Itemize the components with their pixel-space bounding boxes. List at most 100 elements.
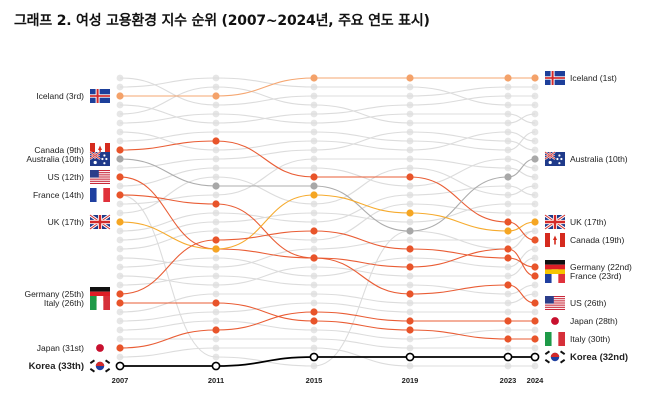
point-germany xyxy=(531,263,539,271)
left-label-canada: Canada (9th) xyxy=(34,145,84,155)
japan-flag xyxy=(96,344,104,352)
point-uk xyxy=(310,191,318,199)
point-canada xyxy=(531,236,539,244)
point-us xyxy=(116,173,124,181)
background-country-line xyxy=(120,338,535,349)
series-line-australia xyxy=(119,158,536,232)
right-label-us: US (26th) xyxy=(570,298,607,308)
right-label-iceland: Iceland (1st) xyxy=(570,73,617,83)
point-canada xyxy=(406,173,414,181)
left-label-australia: Australia (10th) xyxy=(26,154,84,164)
right-label-germany: Germany (22nd) xyxy=(570,262,632,272)
left-label-france: France (14th) xyxy=(33,190,84,200)
point-japan xyxy=(310,308,318,316)
right-label-korea: Korea (32nd) xyxy=(570,352,628,363)
background-country-line xyxy=(119,77,535,106)
point-germany xyxy=(504,254,512,262)
x-tick-label: 2011 xyxy=(208,376,224,385)
point-germany xyxy=(310,227,318,235)
korea-flag xyxy=(544,350,566,364)
right-label-uk: UK (17th) xyxy=(570,217,607,227)
point-korea xyxy=(405,352,415,362)
left-label-uk: UK (17th) xyxy=(48,217,85,227)
point-korea xyxy=(530,352,540,362)
point-uk xyxy=(116,218,124,226)
uk-flag xyxy=(89,213,111,231)
point-italy xyxy=(504,335,512,343)
point-uk xyxy=(212,245,220,253)
right-label-canada: Canada (19th) xyxy=(570,235,625,245)
x-tick-label: 2024 xyxy=(527,376,545,385)
uk-flag xyxy=(544,213,566,231)
background-country-line xyxy=(119,347,535,367)
point-france xyxy=(310,254,318,262)
point-australia xyxy=(212,182,220,190)
left-label-us: US (12th) xyxy=(48,172,85,182)
point-canada xyxy=(212,137,220,145)
canada-flag xyxy=(545,233,565,247)
background-country-line xyxy=(119,158,536,187)
background-country-line xyxy=(119,131,536,169)
us-flag xyxy=(545,296,565,310)
point-italy xyxy=(531,335,539,343)
point-australia xyxy=(504,173,512,181)
background-country-line xyxy=(119,77,535,106)
right-label-italy: Italy (30th) xyxy=(570,334,610,344)
point-australia xyxy=(310,182,318,190)
left-label-italy: Italy (26th) xyxy=(44,298,84,308)
point-japan xyxy=(212,326,220,334)
germany-flag xyxy=(545,260,565,274)
point-france xyxy=(531,272,539,280)
australia-flag xyxy=(544,151,565,166)
point-italy xyxy=(310,317,318,325)
background-country-line xyxy=(119,320,535,340)
point-france xyxy=(212,200,220,208)
point-iceland xyxy=(406,74,414,82)
point-australia xyxy=(116,155,124,163)
background-country-line xyxy=(119,185,536,232)
point-germany xyxy=(212,236,220,244)
left-label-iceland: Iceland (3rd) xyxy=(36,91,84,101)
point-iceland xyxy=(531,74,539,82)
background-country-line xyxy=(119,203,535,250)
background-country-line xyxy=(119,113,536,124)
point-uk xyxy=(531,218,539,226)
point-germany xyxy=(406,245,414,253)
iceland-flag xyxy=(90,89,110,103)
us-flag xyxy=(90,170,110,184)
background-country-line xyxy=(119,230,536,268)
background-country-line xyxy=(119,158,536,205)
france-flag xyxy=(545,269,565,283)
point-iceland xyxy=(212,92,220,100)
right-label-japan: Japan (28th) xyxy=(570,316,618,326)
point-uk xyxy=(504,227,512,235)
x-tick-label: 2007 xyxy=(112,376,129,385)
background-country-line xyxy=(119,86,536,124)
background-country-line xyxy=(119,248,536,277)
background-country-line xyxy=(119,131,536,151)
background-country-line xyxy=(119,257,536,286)
chart-title: 그래프 2. 여성 고용환경 지수 순위 (2007~2024년, 주요 연도 … xyxy=(14,13,430,29)
right-label-france: France (23rd) xyxy=(570,271,622,281)
background-country-line xyxy=(119,167,536,214)
point-korea xyxy=(309,352,319,362)
point-korea xyxy=(503,352,513,362)
point-italy xyxy=(406,326,414,334)
point-france xyxy=(116,191,124,199)
point-australia xyxy=(531,155,539,163)
point-italy xyxy=(116,299,124,307)
point-canada xyxy=(310,173,318,181)
point-us xyxy=(504,281,512,289)
left-label-korea: Korea (33th) xyxy=(29,361,84,372)
italy-flag xyxy=(545,332,565,346)
point-iceland xyxy=(310,74,318,82)
japan-flag xyxy=(551,317,559,325)
korea-flag xyxy=(89,359,111,373)
point-iceland xyxy=(116,92,124,100)
point-us xyxy=(531,299,539,307)
point-us xyxy=(406,290,414,298)
point-uk xyxy=(406,209,414,217)
left-label-japan: Japan (31st) xyxy=(37,343,84,353)
point-japan xyxy=(531,317,539,325)
background-country-line xyxy=(119,131,536,151)
